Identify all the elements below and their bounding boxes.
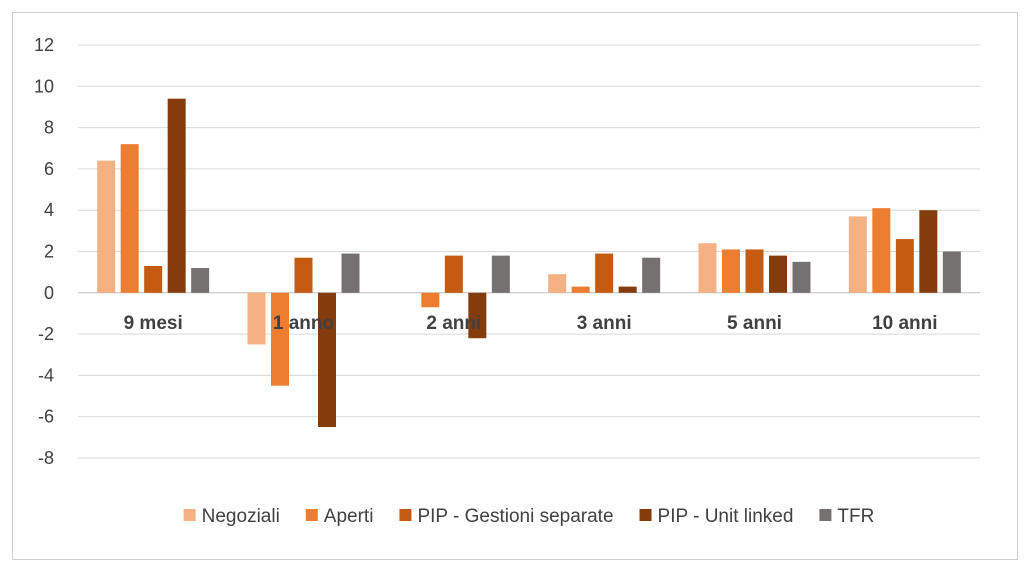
bar — [571, 286, 590, 293]
y-tick-label: 8 — [44, 118, 54, 138]
legend-item: Negoziali — [183, 506, 280, 527]
bar — [919, 210, 938, 293]
legend-label: TFR — [837, 506, 874, 527]
legend-item: Aperti — [305, 506, 374, 527]
grid-lines — [78, 44, 980, 459]
y-tick-label: 2 — [44, 242, 54, 262]
y-tick-label: -4 — [38, 365, 54, 385]
bar — [548, 274, 567, 293]
category-labels: 9 mesi 1 anno 2 anni 3 anni 5 anni 10 anni — [124, 313, 938, 334]
category-label: 1 anno — [273, 313, 334, 334]
bars — [97, 98, 961, 428]
legend-swatch — [305, 509, 318, 521]
legend-label: Negoziali — [202, 506, 280, 527]
bar — [421, 292, 440, 308]
bar — [769, 255, 787, 293]
bar — [120, 144, 139, 293]
category-label: 3 anni — [577, 313, 632, 334]
bar — [595, 253, 614, 293]
bar — [97, 160, 116, 293]
y-tick-label: 10 — [34, 76, 54, 96]
legend-item: TFR — [819, 506, 874, 527]
legend-label: Aperti — [324, 506, 374, 527]
legend-label: PIP - Gestioni separate — [417, 506, 613, 527]
bar — [848, 216, 867, 293]
legend-swatch — [399, 509, 412, 521]
y-tick-label: -8 — [38, 448, 54, 468]
bar — [642, 257, 661, 293]
bar — [792, 261, 811, 293]
bar — [698, 243, 717, 293]
bar — [722, 249, 740, 293]
y-tick-label: 12 — [34, 35, 54, 55]
category-label: 5 anni — [727, 313, 782, 334]
legend-swatch — [183, 509, 196, 521]
category-label: 10 anni — [872, 313, 937, 334]
y-tick-label: 6 — [44, 159, 54, 179]
bar — [167, 98, 186, 293]
bar — [491, 255, 510, 293]
y-axis-ticks: 12 10 8 6 4 2 0 -2 -4 -6 -8 — [34, 35, 54, 468]
legend-label: PIP - Unit linked — [658, 506, 794, 527]
bar — [444, 255, 463, 293]
category-label: 9 mesi — [124, 313, 183, 334]
bar — [247, 292, 266, 345]
legend-swatch — [639, 509, 652, 521]
y-tick-label: 0 — [44, 283, 54, 303]
bar — [294, 257, 313, 293]
bar — [895, 239, 914, 293]
bar — [872, 208, 891, 293]
legend: Negoziali Aperti PIP - Gestioni separate PI… — [183, 506, 874, 527]
y-tick-label: 4 — [44, 200, 54, 220]
bar — [318, 292, 336, 428]
legend-swatch — [819, 509, 832, 521]
bar — [191, 268, 210, 293]
y-tick-label: -6 — [38, 407, 54, 427]
bar — [745, 249, 764, 293]
bar — [144, 265, 163, 293]
bar — [271, 292, 289, 386]
legend-item: PIP - Unit linked — [639, 506, 794, 527]
bar — [468, 292, 487, 339]
bar — [942, 251, 961, 293]
bar — [618, 286, 637, 293]
bar — [341, 253, 360, 293]
legend-item: PIP - Gestioni separate — [399, 506, 614, 527]
y-tick-label: -2 — [38, 324, 54, 344]
category-label: 2 anni — [426, 313, 481, 334]
